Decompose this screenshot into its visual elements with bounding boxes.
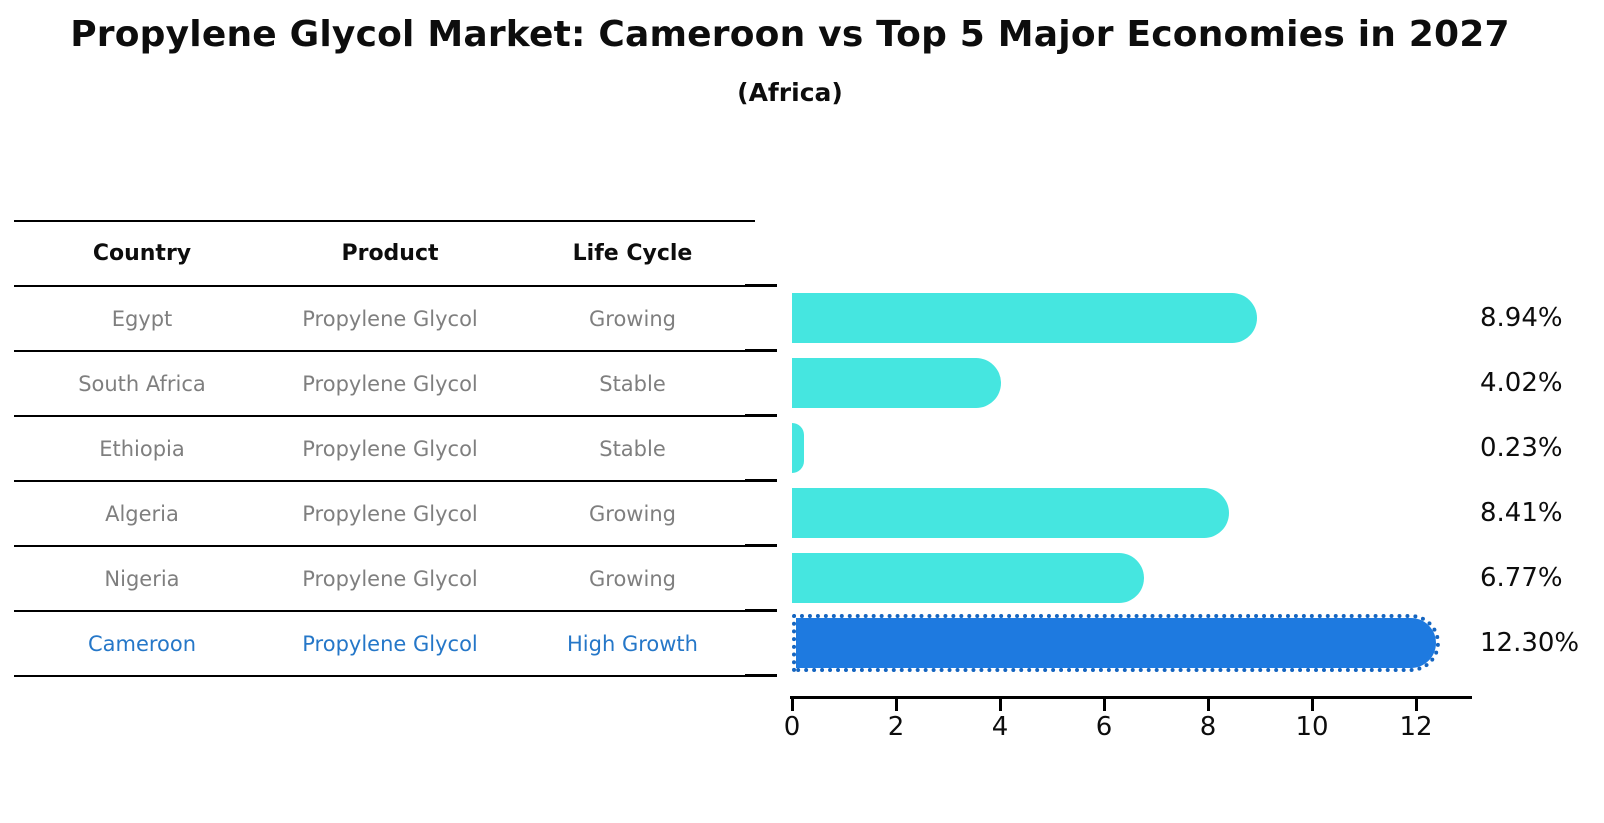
x-tick-label: 12 [1399, 712, 1433, 742]
table-row-algeria: Algeria Propylene Glycol Growing [14, 482, 755, 547]
x-axis-line [790, 696, 1472, 699]
y-tick-mark [745, 478, 777, 482]
x-tick-label: 8 [1199, 712, 1217, 742]
x-tick-label: 4 [991, 712, 1009, 742]
table-row-cameroon: Cameroon Propylene Glycol High Growth [14, 612, 755, 677]
bar-cameroon [792, 613, 1440, 672]
x-tick-label: 2 [887, 712, 905, 742]
cell-life-cycle: Stable [599, 371, 666, 396]
bar-value-label-ethiopia: 0.23% [1480, 432, 1563, 463]
cell-product: Propylene Glycol [302, 371, 478, 396]
cell-product: Propylene Glycol [302, 306, 478, 331]
cell-product: Propylene Glycol [302, 501, 478, 526]
cell-country: Algeria [105, 501, 179, 526]
bar-value-label-nigeria: 6.77% [1480, 562, 1563, 593]
bar-south-africa [792, 357, 1002, 408]
cell-product: Propylene Glycol [302, 631, 478, 656]
cell-country: Nigeria [104, 566, 180, 591]
table-row-south-africa: South Africa Propylene Glycol Stable [14, 352, 755, 417]
x-tick-label: 6 [1095, 712, 1113, 742]
cell-country: South Africa [78, 371, 206, 396]
y-tick-mark [745, 283, 777, 287]
x-tick-label: 10 [1295, 712, 1329, 742]
table-header-product: Product [341, 241, 439, 266]
y-tick-mark [745, 608, 777, 612]
bar-ethiopia [792, 422, 804, 473]
x-tick-mark [1206, 699, 1210, 711]
table-row-nigeria: Nigeria Propylene Glycol Growing [14, 547, 755, 612]
x-tick-label: 0 [783, 712, 801, 742]
y-tick-mark [745, 413, 777, 417]
bar-value-label-south-africa: 4.02% [1480, 367, 1563, 398]
table-row-egypt: Egypt Propylene Glycol Growing [14, 287, 755, 352]
y-tick-mark [745, 543, 777, 547]
table-header-row: Country Product Life Cycle [14, 222, 755, 287]
bar-algeria [792, 487, 1230, 538]
cell-country: Cameroon [87, 631, 197, 656]
x-tick-mark [894, 699, 898, 711]
table-row-ethiopia: Ethiopia Propylene Glycol Stable [14, 417, 755, 482]
x-tick-mark [1414, 699, 1418, 711]
chart-subtitle: (Africa) [737, 78, 843, 107]
chart-title: Propylene Glycol Market: Cameroon vs Top… [70, 14, 1510, 55]
cell-life-cycle: Stable [599, 436, 666, 461]
bar-nigeria [792, 552, 1145, 603]
x-tick-mark [790, 699, 794, 711]
cell-life-cycle: High Growth [567, 631, 698, 656]
table-header-life-cycle: Life Cycle [572, 241, 693, 266]
x-tick-mark [1310, 699, 1314, 711]
cell-life-cycle: Growing [589, 501, 676, 526]
cell-life-cycle: Growing [589, 306, 676, 331]
cell-product: Propylene Glycol [302, 566, 478, 591]
x-tick-mark [998, 699, 1002, 711]
y-tick-mark [745, 348, 777, 352]
bar-value-label-cameroon: 12.30% [1480, 627, 1580, 658]
bar-egypt [792, 292, 1257, 343]
cell-product: Propylene Glycol [302, 436, 478, 461]
cell-life-cycle: Growing [589, 566, 676, 591]
x-tick-mark [1102, 699, 1106, 711]
table-header-country: Country [92, 241, 192, 266]
country-table: Country Product Life Cycle Egypt Propylen… [14, 220, 755, 677]
table-body: Egypt Propylene Glycol Growing South Africa… [14, 287, 755, 677]
cell-country: Ethiopia [99, 436, 185, 461]
bar-value-label-algeria: 8.41% [1480, 497, 1563, 528]
y-tick-mark [745, 673, 777, 677]
bar-value-label-egypt: 8.94% [1480, 302, 1563, 333]
cell-country: Egypt [111, 306, 173, 331]
